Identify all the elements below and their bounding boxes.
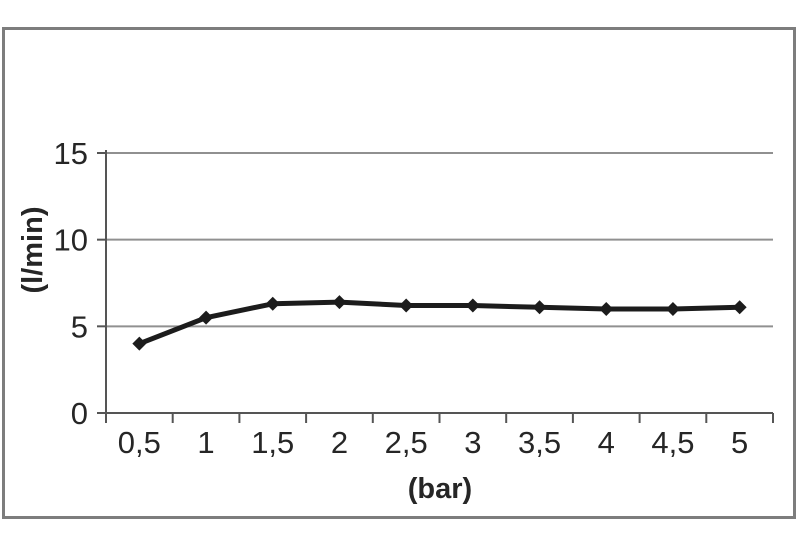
chart-frame [2,27,796,519]
x-tick-label: 1 [197,425,214,460]
y-tick-label: 15 [54,136,88,171]
x-tick-label: 3 [464,425,481,460]
x-tick-label: 2 [331,425,348,460]
series-line [136,299,743,347]
x-tick-label: 1,5 [251,425,294,460]
y-tick-label: 0 [71,396,88,431]
data-point-marker [599,302,614,316]
data-point-marker [732,300,747,315]
data-point-marker [465,298,480,313]
data-point-marker [332,295,347,310]
data-point-marker [665,302,680,316]
x-tick-label: 5 [731,425,748,460]
y-tick-label: 10 [54,223,88,258]
data-point-marker [265,296,280,311]
x-axis-title: (bar) [407,473,473,505]
x-tick-label: 4,5 [651,425,694,460]
x-tick-label: 4 [598,425,615,460]
data-point-marker [399,298,414,313]
y-tick-label: 5 [71,309,88,344]
data-point-marker [532,300,547,315]
x-tick-label: 0,5 [118,425,161,460]
x-tick-label: 2,5 [385,425,428,460]
y-axis-title: (l/min) [17,206,49,294]
data-point-marker [199,310,214,325]
x-tick-label: 3,5 [518,425,561,460]
data-point-marker [132,336,147,351]
